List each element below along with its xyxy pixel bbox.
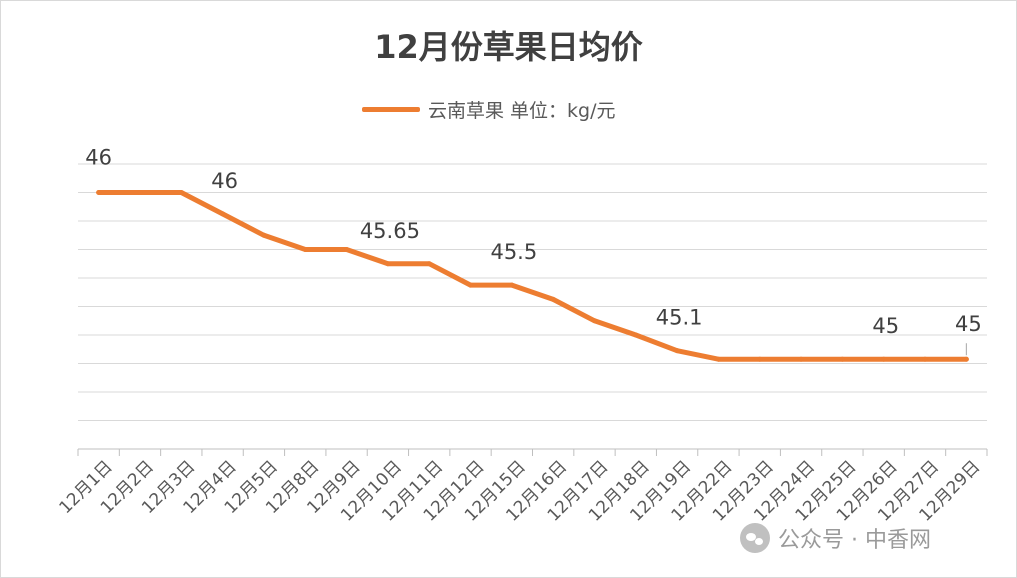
series-point — [96, 190, 102, 195]
data-label: 45 — [872, 314, 899, 338]
series-point — [178, 190, 184, 195]
series-point — [468, 282, 474, 288]
legend-label: 云南草果 单位：kg/元 — [428, 100, 616, 122]
x-axis: 12月1日12月2日12月3日12月4日12月5日12月8日12月9日12月10… — [56, 448, 988, 526]
series-point — [509, 282, 515, 288]
chart-title: 12月份草果日均价 — [374, 28, 643, 66]
series-point — [633, 332, 639, 338]
series-point — [757, 356, 763, 362]
series-point — [798, 356, 804, 362]
watermark: 公众号 · 中香网 — [740, 522, 931, 554]
data-label: 45.1 — [656, 306, 703, 330]
series-point — [220, 211, 226, 217]
data-label: 46 — [211, 169, 238, 193]
series-point — [261, 232, 267, 238]
gridlines — [78, 163, 987, 421]
series-point — [963, 356, 969, 362]
series-point — [881, 356, 887, 362]
data-label: 45.5 — [490, 240, 537, 264]
series-point — [344, 247, 350, 252]
legend-swatch — [362, 107, 420, 112]
legend: 云南草果 单位：kg/元 — [362, 96, 616, 123]
watermark-text: 公众号 · 中香网 — [778, 528, 931, 553]
series-point — [839, 356, 845, 362]
series-point — [550, 296, 556, 302]
wechat-icon — [740, 523, 770, 553]
series-point — [922, 356, 928, 362]
series-point — [674, 348, 680, 354]
series-point — [426, 261, 432, 267]
data-label: 46 — [85, 146, 112, 170]
series-point — [385, 261, 391, 267]
series-point — [302, 247, 308, 252]
data-labels: 46 46 45.65 45.5 45.1 45 45 — [85, 146, 982, 356]
data-label: 45 — [955, 312, 982, 336]
series-line — [96, 190, 969, 362]
series-point — [591, 318, 597, 324]
series-point — [137, 190, 143, 195]
series-point — [715, 356, 721, 362]
series-line-path — [96, 190, 969, 362]
data-label: 45.65 — [360, 219, 420, 243]
